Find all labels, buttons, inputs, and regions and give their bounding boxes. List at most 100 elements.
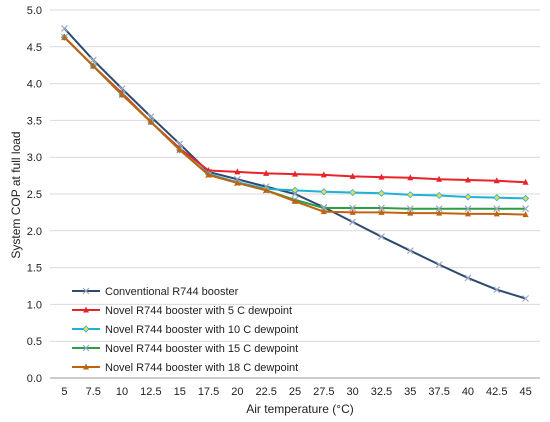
data-point (435, 261, 443, 269)
data-point-stroke (349, 218, 357, 226)
data-point (89, 56, 97, 64)
data-point (493, 286, 501, 294)
x-tick-label: 17.5 (198, 386, 219, 398)
x-tick-label: 10 (116, 386, 128, 398)
data-point (522, 205, 530, 213)
series-1 (60, 24, 530, 302)
data-point (291, 186, 299, 194)
legend-item: Novel R744 booster with 10 C dewpoint (72, 324, 298, 336)
data-point (292, 170, 298, 177)
data-point (349, 204, 357, 212)
x-tick-label: 25 (289, 386, 301, 398)
data-point (464, 193, 472, 201)
series-2 (61, 33, 529, 185)
data-point (119, 91, 126, 98)
data-point-stroke (522, 295, 530, 302)
data-point (464, 210, 471, 217)
data-point (522, 178, 529, 185)
data-point (263, 186, 270, 193)
tick-labels: 0.0 0.5 1.0 1.5 2.0 2.5 3.0 3.5 4.0 4.5 5.0 5 7.5 10 1… (27, 5, 532, 398)
x-tick-label: 12.5 (140, 386, 161, 398)
data-point-stroke (378, 204, 385, 212)
series-lines (60, 24, 530, 302)
data-point-stroke (82, 287, 90, 295)
data-point (82, 344, 90, 352)
data-point-stroke (82, 344, 90, 352)
data-point (522, 211, 529, 218)
data-point (320, 208, 327, 215)
x-tick-label: 42.5 (486, 386, 507, 398)
data-point-stroke (464, 205, 472, 213)
data-point (464, 205, 472, 213)
data-point-stroke (291, 190, 299, 198)
data-point-stroke (406, 205, 414, 213)
data-point-stroke (60, 24, 68, 32)
data-point (82, 287, 90, 295)
data-point (349, 208, 356, 215)
series-line (63, 27, 526, 300)
x-tick-label: 7.5 (86, 386, 101, 398)
data-point (493, 205, 501, 213)
series-4 (60, 33, 530, 213)
data-point (378, 208, 385, 215)
data-point (493, 177, 500, 184)
data-point (522, 194, 530, 202)
x-tick-label: 30 (347, 386, 359, 398)
legend-label: Novel R744 booster with 10 C dewpoint (105, 324, 298, 336)
data-point-stroke (493, 205, 501, 213)
legend: Conventional R744 booster Novel R744 boos… (72, 286, 298, 374)
data-point-stroke (464, 274, 472, 282)
data-point (83, 306, 89, 313)
data-point (205, 171, 212, 178)
data-point (234, 179, 241, 186)
y-tick-label: 4.5 (27, 42, 42, 54)
data-point (320, 171, 327, 178)
legend-label: Novel R744 booster with 5 C dewpoint (105, 305, 292, 317)
data-point-stroke (349, 204, 357, 212)
y-tick-label: 2.0 (27, 226, 42, 238)
data-point (435, 191, 443, 200)
data-point (407, 209, 414, 216)
data-point (205, 166, 212, 173)
y-tick-label: 1.0 (27, 299, 42, 311)
x-tick-label: 37.5 (428, 386, 449, 398)
x-tick-label: 20 (231, 386, 243, 398)
x-tick-label: 15 (174, 386, 186, 398)
data-point (406, 191, 414, 199)
y-tick-label: 4.0 (27, 79, 42, 91)
data-point (493, 210, 500, 217)
y-tick-label: 5.0 (27, 5, 42, 17)
series-5 (61, 33, 529, 218)
data-point (291, 190, 299, 198)
y-tick-label: 1.5 (27, 263, 42, 275)
legend-item: Conventional R744 booster (72, 286, 239, 298)
data-point-stroke (406, 247, 414, 255)
series-line (63, 36, 526, 210)
data-point (406, 247, 414, 255)
x-axis-title: Air temperature (°C) (246, 402, 354, 416)
data-point (147, 118, 154, 125)
x-tick-label: 22.5 (255, 386, 276, 398)
x-tick-label: 27.5 (313, 386, 334, 398)
data-point-stroke (435, 205, 443, 213)
data-point-stroke (435, 261, 443, 269)
data-point (493, 194, 501, 202)
data-point (349, 188, 357, 197)
axes: System COP at full load Air temperature … (9, 131, 354, 416)
data-point (522, 295, 530, 302)
data-point (90, 62, 97, 69)
data-point (436, 175, 443, 182)
y-tick-label: 3.5 (27, 115, 42, 127)
series-line (63, 36, 526, 184)
x-tick-label: 5 (61, 386, 67, 398)
legend-label: Conventional R744 booster (105, 286, 239, 298)
data-point (377, 189, 386, 197)
data-point (176, 146, 183, 153)
data-point (61, 33, 68, 40)
y-tick-label: 3.0 (27, 152, 42, 164)
data-point (82, 325, 90, 333)
x-tick-label: 35 (404, 386, 416, 398)
data-point (378, 173, 385, 180)
